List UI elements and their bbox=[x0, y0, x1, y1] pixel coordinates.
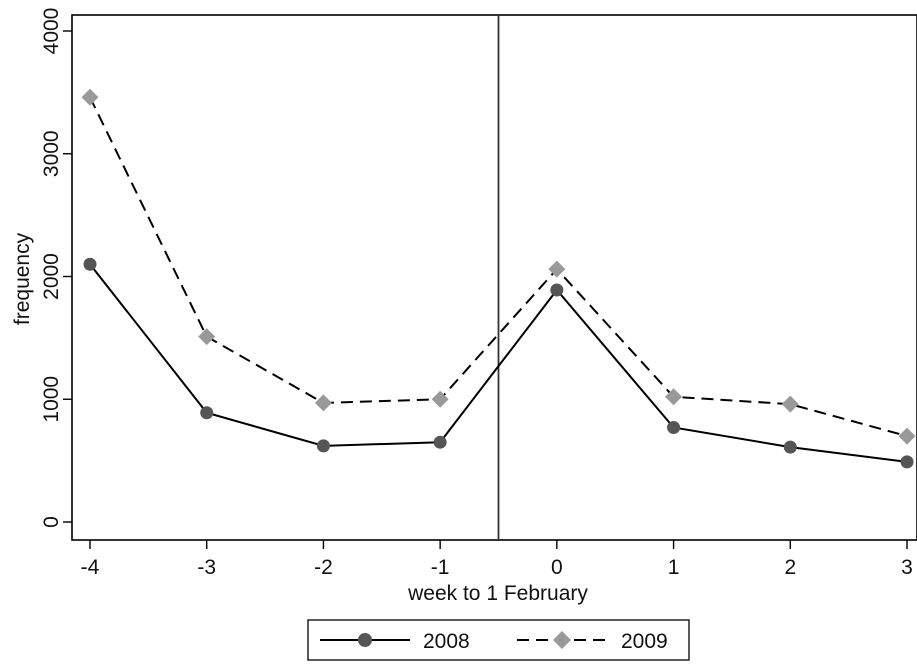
x-tick-label: 1 bbox=[668, 556, 680, 579]
data-point-2009 bbox=[898, 427, 916, 445]
data-point-2009 bbox=[548, 260, 566, 278]
plot-frame bbox=[71, 14, 917, 541]
legend: 2008 2009 bbox=[307, 619, 690, 661]
y-tick-label: 2000 bbox=[40, 253, 63, 300]
data-point-2008 bbox=[316, 439, 330, 453]
data-point-2008 bbox=[200, 406, 214, 420]
x-tick-label: -3 bbox=[197, 556, 216, 579]
data-point-2009 bbox=[431, 390, 449, 408]
x-tick-label: 2 bbox=[784, 556, 796, 579]
data-point-2009 bbox=[781, 395, 799, 413]
y-tick-label: 0 bbox=[40, 516, 63, 528]
legend-box bbox=[307, 619, 690, 661]
x-tick-label: -4 bbox=[81, 556, 100, 579]
x-tick-label: 0 bbox=[551, 556, 563, 579]
series-layer bbox=[81, 88, 916, 469]
data-point-2008 bbox=[783, 440, 797, 454]
series-line-2009 bbox=[89, 96, 908, 438]
y-axis-title: frequency bbox=[11, 232, 34, 325]
data-point-2008 bbox=[900, 455, 914, 469]
data-point-2009 bbox=[81, 88, 99, 106]
data-point-2008 bbox=[433, 435, 447, 449]
data-point-2009 bbox=[665, 388, 683, 406]
x-tick-label: -1 bbox=[431, 556, 450, 579]
legend-marker-2009 bbox=[553, 631, 571, 649]
y-tick-label: 1000 bbox=[40, 376, 63, 423]
data-point-2009 bbox=[314, 394, 332, 412]
legend-label-2008: 2008 bbox=[423, 630, 470, 653]
series-line-2008 bbox=[89, 263, 908, 463]
series-2009 bbox=[81, 88, 916, 445]
data-point-2008 bbox=[667, 420, 681, 434]
axes: 0 1000 2000 3000 4000 -4 -3 -2 -1 0 1 2 3 bbox=[40, 8, 917, 579]
x-axis-title: week to 1 February bbox=[407, 582, 588, 605]
y-tick-label: 3000 bbox=[40, 130, 63, 177]
data-point-2008 bbox=[550, 283, 564, 297]
data-point-2008 bbox=[83, 257, 97, 271]
data-point-2009 bbox=[198, 328, 216, 346]
x-tick-label: -2 bbox=[314, 556, 333, 579]
series-2008 bbox=[83, 257, 914, 469]
legend-marker-2008 bbox=[358, 633, 372, 647]
y-tick-label: 4000 bbox=[40, 8, 63, 55]
legend-label-2009: 2009 bbox=[621, 630, 668, 653]
x-tick-label: 3 bbox=[901, 556, 913, 579]
